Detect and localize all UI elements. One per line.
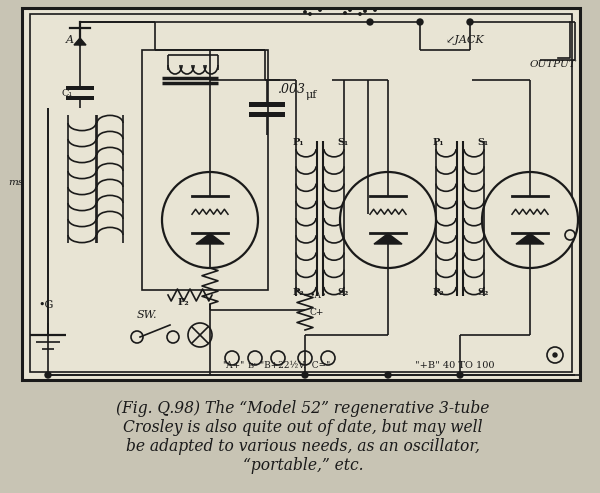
Circle shape (304, 11, 306, 13)
Text: P₁: P₁ (433, 138, 445, 147)
Text: "A+": "A+" (222, 361, 244, 370)
Text: A: A (66, 35, 74, 45)
Text: S₂: S₂ (477, 288, 488, 297)
Circle shape (417, 19, 423, 25)
Circle shape (553, 353, 557, 357)
Circle shape (349, 9, 351, 11)
Text: (Fig. Q.98) The “Model 52” regenerative 3-tube: (Fig. Q.98) The “Model 52” regenerative … (116, 400, 490, 417)
Text: P₂: P₂ (433, 288, 445, 297)
Circle shape (248, 351, 262, 365)
Circle shape (344, 12, 346, 14)
Circle shape (319, 9, 321, 11)
Circle shape (565, 230, 575, 240)
Polygon shape (516, 234, 544, 244)
Bar (22, 8, 580, 380)
Circle shape (298, 351, 312, 365)
Bar (249, 102, 285, 107)
Bar (142, 50, 268, 290)
Circle shape (467, 19, 473, 25)
Bar (66, 86, 94, 90)
Text: SW.: SW. (137, 310, 157, 320)
Text: P₂: P₂ (293, 288, 305, 297)
Text: C₁: C₁ (62, 89, 73, 98)
Text: μf: μf (306, 90, 317, 100)
Text: “portable,” etc.: “portable,” etc. (243, 457, 363, 474)
Text: B": B" (248, 362, 258, 370)
Circle shape (321, 351, 335, 365)
Polygon shape (196, 234, 224, 244)
Text: OUTPUT: OUTPUT (530, 60, 577, 69)
Text: Crosley is also quite out of date, but may well: Crosley is also quite out of date, but m… (123, 419, 483, 436)
Circle shape (309, 13, 311, 15)
Text: •A•: •A• (310, 291, 327, 300)
Circle shape (364, 10, 366, 12)
Polygon shape (374, 234, 402, 244)
Polygon shape (74, 38, 86, 45)
Circle shape (225, 351, 239, 365)
Text: C+: C+ (310, 308, 325, 317)
Bar (66, 96, 94, 100)
Circle shape (167, 331, 179, 343)
Circle shape (385, 372, 391, 378)
Circle shape (45, 372, 51, 378)
Text: •G: •G (38, 300, 53, 310)
Circle shape (374, 9, 376, 11)
Text: P₁: P₁ (293, 138, 305, 147)
Circle shape (547, 347, 563, 363)
Text: S₁: S₁ (477, 138, 488, 147)
Circle shape (367, 19, 373, 25)
Circle shape (131, 331, 143, 343)
Text: "B+22½V.  C=": "B+22½V. C=" (260, 361, 330, 370)
Text: S₁: S₁ (337, 138, 348, 147)
Circle shape (457, 372, 463, 378)
Circle shape (302, 372, 308, 378)
Text: .003: .003 (278, 83, 306, 96)
Text: ↙JACK: ↙JACK (445, 35, 484, 45)
Bar (249, 112, 285, 117)
Circle shape (359, 13, 361, 15)
Text: "+B" 40 TO 100: "+B" 40 TO 100 (415, 361, 494, 370)
Text: P₂: P₂ (178, 298, 190, 307)
Circle shape (188, 323, 212, 347)
Circle shape (271, 351, 285, 365)
Bar (30, 14, 572, 372)
Text: S₂: S₂ (337, 288, 349, 297)
Circle shape (340, 172, 436, 268)
Circle shape (482, 172, 578, 268)
Text: be adapted to various needs, as an oscillator,: be adapted to various needs, as an oscil… (126, 438, 480, 455)
Text: ms: ms (8, 178, 23, 187)
Circle shape (162, 172, 258, 268)
